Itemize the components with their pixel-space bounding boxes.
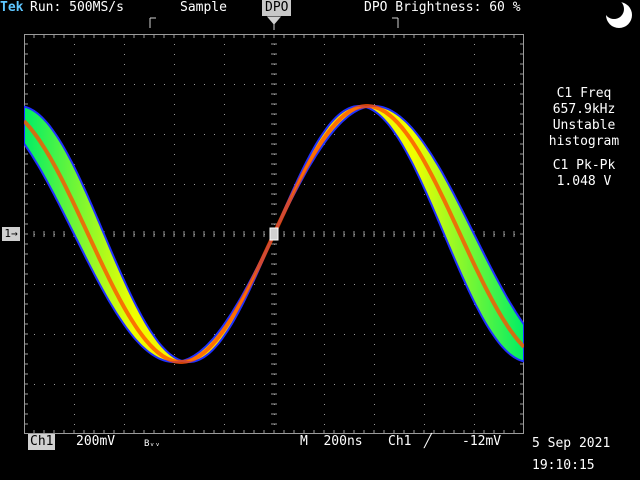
measurement-freq-status: Unstable bbox=[552, 118, 616, 133]
measurement-pkpk-value: 1.048 V bbox=[556, 174, 612, 189]
run-status: Run: 500MS/s bbox=[30, 0, 124, 15]
measurement-freq-status-2: histogram bbox=[548, 134, 620, 149]
waveform-graticule bbox=[24, 34, 524, 434]
acquisition-mode: Sample bbox=[180, 0, 227, 15]
dpo-brightness: DPO Brightness: 60 % bbox=[364, 0, 521, 15]
trigger-position-icon bbox=[266, 16, 282, 30]
trigger-level: -12mV bbox=[462, 434, 502, 449]
measurement-pkpk-title: C1 Pk-Pk bbox=[552, 158, 616, 173]
channel1-label[interactable]: Ch1 bbox=[28, 434, 56, 450]
measurement-freq: C1 Freq 657.9kHz Unstable histogram bbox=[528, 86, 640, 150]
brand-label: Tek bbox=[0, 0, 24, 15]
display-mode-badge: DPO bbox=[262, 0, 292, 16]
trigger-source: Ch1 bbox=[388, 434, 412, 449]
time-readout: 19:10:15 bbox=[532, 458, 595, 473]
bandwidth-limit-icon: Bᵥᵥ bbox=[144, 439, 161, 449]
date-readout: 5 Sep 2021 bbox=[532, 436, 611, 451]
trigger-point-marker bbox=[269, 227, 279, 241]
channel1-ground-marker[interactable]: 1→ bbox=[2, 227, 20, 241]
moon-logo-icon bbox=[604, 0, 632, 28]
measurement-freq-value: 657.9kHz bbox=[552, 102, 616, 117]
volts-per-div: 200mV bbox=[76, 434, 116, 449]
measurement-freq-title: C1 Freq bbox=[556, 86, 612, 101]
timebase: M 200ns bbox=[300, 434, 363, 449]
trigger-slope-icon: ╱ bbox=[424, 434, 432, 449]
measurement-pkpk: C1 Pk-Pk 1.048 V bbox=[528, 158, 640, 190]
